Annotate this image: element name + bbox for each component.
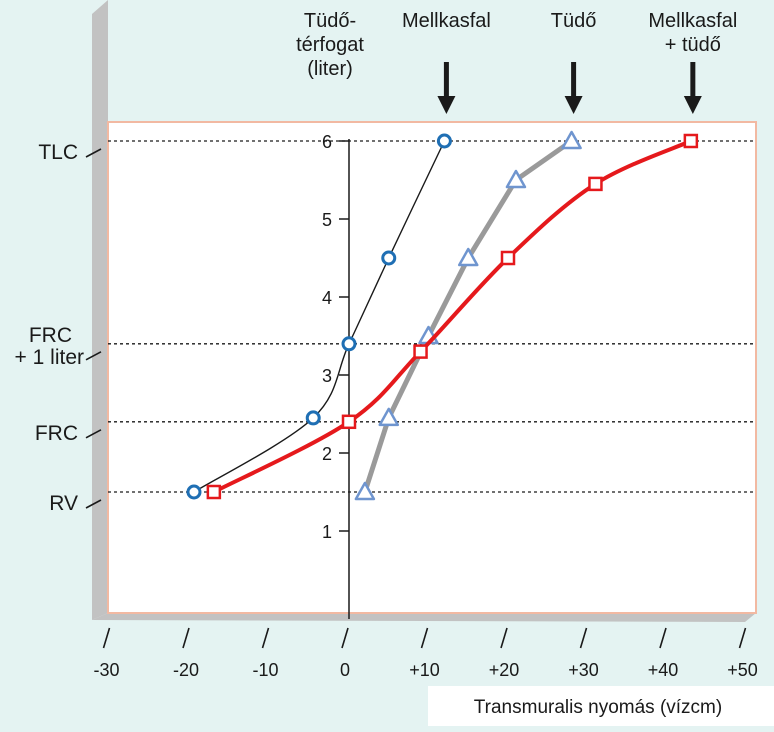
- x-tick-label: -30: [93, 660, 119, 680]
- x-tick: [500, 627, 508, 649]
- series-arrow-head: [437, 96, 456, 114]
- y-tick-label: 6: [322, 132, 332, 152]
- data-point: [381, 250, 397, 266]
- data-point: [354, 481, 376, 501]
- series-label: Mellkasfal: [402, 10, 491, 32]
- data-point: [186, 484, 202, 500]
- x-tick-label: +10: [409, 660, 440, 680]
- data-point: [378, 407, 399, 427]
- data-point: [413, 344, 428, 359]
- x-tick: [420, 627, 429, 649]
- x-tick-label: 0: [340, 660, 350, 680]
- series-layer: [186, 130, 699, 501]
- y-tick-label: 2: [322, 444, 332, 464]
- series-0: [186, 133, 452, 500]
- y-tick-label: 5: [322, 210, 332, 230]
- reference-label: FRC: [35, 422, 78, 445]
- x-tick-label: +20: [489, 660, 520, 680]
- chart-frame: [92, 0, 757, 622]
- x-tick-label: +40: [648, 660, 679, 680]
- series-arrow-head: [564, 96, 583, 114]
- data-point: [588, 176, 603, 192]
- reference-label: FRC: [29, 324, 72, 347]
- series-label: + tüdő: [665, 34, 721, 56]
- data-point: [505, 169, 527, 189]
- data-point: [341, 336, 357, 352]
- x-tick: [341, 627, 349, 649]
- data-point: [206, 484, 222, 500]
- reference-label: + 1 liter: [15, 346, 84, 369]
- x-tick: [659, 627, 667, 649]
- x-tick-label: +30: [568, 660, 599, 680]
- y-axis: 1 2 3 4 5 6 Tüdő-térfogat(liter): [296, 10, 364, 619]
- reference-tick: [85, 148, 102, 158]
- plot-background: [107, 121, 757, 614]
- y-tick-label: 3: [322, 366, 332, 386]
- data-point: [561, 130, 582, 150]
- data-point: [436, 133, 452, 149]
- y-axis-label: térfogat: [296, 34, 364, 56]
- x-tick-label: -20: [173, 660, 199, 680]
- series-line: [362, 138, 575, 495]
- reference-tick: [85, 429, 102, 439]
- x-tick-label: -10: [252, 660, 278, 680]
- series-2: [206, 133, 699, 500]
- y-axis-label: Tüdő-: [304, 10, 356, 32]
- series-label: Tüdő: [551, 10, 597, 32]
- x-tick: [579, 627, 588, 649]
- data-point: [341, 414, 357, 430]
- series-labels: Mellkasfal Tüdő Mellkasfal+ tüdő: [402, 10, 737, 114]
- data-point: [500, 250, 516, 266]
- data-point: [458, 247, 479, 267]
- reference-label: TLC: [38, 141, 78, 164]
- frame-bottom-side: [92, 613, 756, 622]
- x-tick-label: +50: [727, 660, 758, 680]
- x-axis-label-box: [428, 686, 774, 726]
- x-tick: [182, 627, 190, 649]
- series-label: Mellkasfal: [648, 10, 737, 32]
- x-axis-label: Transmuralis nyomás (vízcm): [474, 697, 722, 718]
- frame-left-side: [92, 0, 108, 620]
- reference-label: RV: [49, 492, 78, 515]
- reference-tick: [85, 499, 102, 509]
- data-point: [683, 133, 699, 149]
- x-tick: [738, 627, 747, 649]
- y-tick-label: 1: [322, 522, 332, 542]
- series-arrow-head: [683, 96, 702, 114]
- x-tick: [261, 627, 270, 649]
- data-point: [305, 410, 321, 426]
- x-tick: [102, 627, 111, 649]
- reference-tick: [85, 351, 102, 361]
- y-axis-label: (liter): [307, 58, 353, 80]
- y-tick-label: 4: [322, 288, 332, 308]
